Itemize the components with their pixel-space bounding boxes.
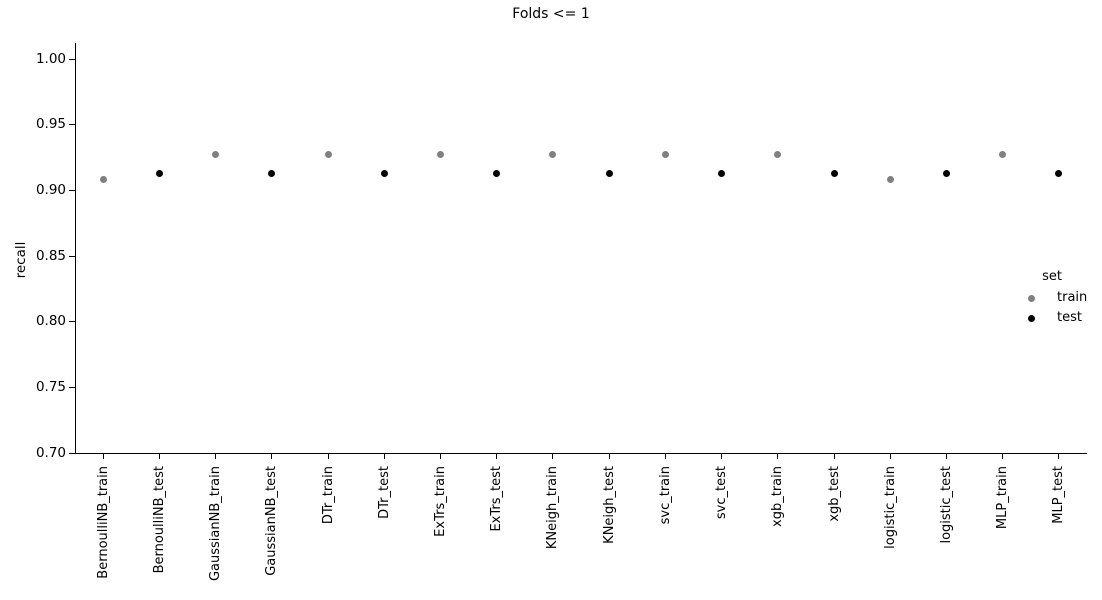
x-tick-mark bbox=[721, 454, 723, 459]
x-tick-mark bbox=[777, 454, 779, 459]
x-tick-mark bbox=[496, 454, 498, 459]
x-tick-mark bbox=[102, 454, 104, 459]
scatter-point-ExTrs_test bbox=[493, 169, 501, 177]
y-tick-label: 0.90 bbox=[35, 181, 66, 198]
legend-marker-icon bbox=[1028, 314, 1035, 322]
scatter-point-DTr_train bbox=[324, 151, 332, 159]
legend-entry-label: train bbox=[1057, 290, 1088, 305]
legend-title: set bbox=[1042, 269, 1062, 284]
x-tick-label-text: svc_test bbox=[714, 466, 730, 520]
x-tick-mark bbox=[608, 454, 610, 459]
x-tick-mark bbox=[215, 454, 217, 459]
y-tick-label: 0.75 bbox=[35, 378, 66, 395]
x-tick-mark bbox=[158, 454, 160, 459]
x-tick-mark bbox=[552, 454, 554, 459]
x-tick-label-text: xgb_train bbox=[770, 466, 786, 527]
legend-entries: train test bbox=[1021, 288, 1099, 328]
x-tick-mark bbox=[664, 454, 666, 459]
x-tick-label-text: BernoulliNB_test bbox=[151, 466, 167, 574]
x-tick-label-text: logistic_test bbox=[938, 466, 954, 544]
y-tick-label: 1.00 bbox=[35, 50, 66, 67]
scatter-point-xgb_train bbox=[774, 151, 782, 159]
y-tick-label: 0.70 bbox=[35, 444, 66, 461]
x-axis-line bbox=[75, 453, 1087, 454]
scatter-point-BernoulliNB_train bbox=[99, 176, 107, 184]
scatter-point-MLP_train bbox=[999, 151, 1007, 159]
legend-entry-label: test bbox=[1057, 310, 1082, 325]
y-tick-mark bbox=[69, 452, 75, 454]
x-tick-label-text: DTr_train bbox=[320, 466, 336, 525]
legend-entry-train: train bbox=[1021, 288, 1099, 308]
legend-marker-icon bbox=[1028, 294, 1035, 302]
scatter-point-GaussianNB_train bbox=[212, 151, 220, 159]
x-tick-label-text: svc_train bbox=[657, 466, 673, 525]
scatter-point-GaussianNB_test bbox=[268, 169, 276, 177]
y-tick-label: 0.95 bbox=[35, 116, 66, 133]
y-tick-mark bbox=[69, 386, 75, 388]
scatter-point-KNeigh_test bbox=[605, 169, 613, 177]
x-tick-label-text: ExTrs_train bbox=[432, 466, 448, 537]
scatter-point-logistic_train bbox=[886, 176, 894, 184]
chart-title: Folds <= 1 bbox=[512, 6, 590, 22]
y-axis-line bbox=[75, 43, 76, 453]
scatter-point-svc_test bbox=[718, 169, 726, 177]
x-tick-mark bbox=[833, 454, 835, 459]
scatter-point-xgb_test bbox=[830, 169, 838, 177]
x-tick-label-text: GaussianNB_test bbox=[264, 466, 280, 576]
scatter-point-KNeigh_train bbox=[549, 151, 557, 159]
y-tick-mark bbox=[69, 321, 75, 323]
scatter-point-BernoulliNB_test bbox=[155, 169, 163, 177]
x-tick-mark bbox=[1002, 454, 1004, 459]
scatter-point-svc_train bbox=[661, 151, 669, 159]
x-tick-mark bbox=[1058, 454, 1060, 459]
y-tick-label: 0.85 bbox=[35, 247, 66, 264]
x-tick-label-text: BernoulliNB_train bbox=[95, 466, 111, 579]
x-tick-label-text: DTr_test bbox=[376, 466, 392, 519]
x-tick-label-text: xgb_test bbox=[826, 466, 842, 522]
x-tick-mark bbox=[945, 454, 947, 459]
y-tick-label: 0.80 bbox=[35, 313, 66, 330]
x-tick-label-text: KNeigh_train bbox=[545, 466, 561, 550]
x-tick-mark bbox=[383, 454, 385, 459]
scatter-point-MLP_test bbox=[1055, 169, 1063, 177]
scatter-point-ExTrs_train bbox=[436, 151, 444, 159]
legend-entry-test: test bbox=[1021, 308, 1099, 328]
y-tick-mark bbox=[69, 58, 75, 60]
y-tick-mark bbox=[69, 255, 75, 257]
x-tick-mark bbox=[271, 454, 273, 459]
y-tick-mark bbox=[69, 124, 75, 126]
scatter-point-logistic_test bbox=[942, 169, 950, 177]
legend: set train test bbox=[1021, 268, 1099, 328]
x-tick-label-text: MLP_train bbox=[995, 466, 1011, 530]
y-tick-mark bbox=[69, 189, 75, 191]
x-tick-label-text: GaussianNB_train bbox=[208, 466, 224, 582]
x-tick-mark bbox=[327, 454, 329, 459]
x-tick-label-text: logistic_train bbox=[882, 466, 898, 549]
x-tick-label-text: KNeigh_test bbox=[601, 466, 617, 544]
x-tick-label-text: MLP_test bbox=[1051, 466, 1067, 524]
x-tick-mark bbox=[889, 454, 891, 459]
scatter-point-DTr_test bbox=[380, 169, 388, 177]
x-tick-label-text: ExTrs_test bbox=[489, 466, 505, 532]
x-tick-mark bbox=[439, 454, 441, 459]
